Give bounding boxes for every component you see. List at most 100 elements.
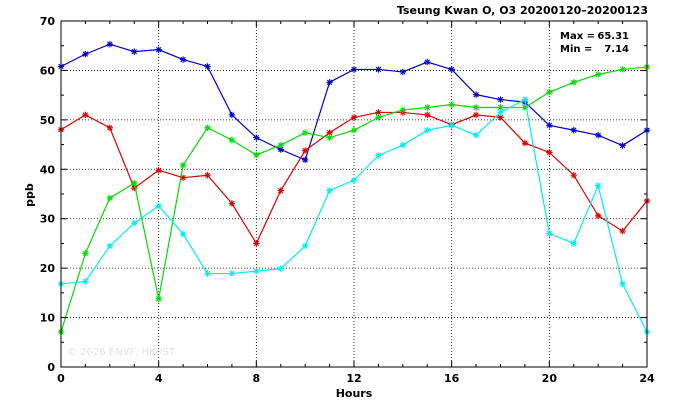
data-point (448, 101, 455, 108)
data-point (350, 176, 358, 184)
data-point (106, 242, 114, 250)
data-point (619, 66, 626, 73)
data-point (399, 68, 407, 76)
data-point (106, 41, 114, 48)
x-tick-label: 12 (346, 372, 361, 385)
series-3 (57, 96, 651, 336)
data-point (375, 109, 382, 116)
stats-box: Max = 65.31 Min = 7.14 (560, 31, 629, 55)
data-point (375, 66, 382, 73)
data-point (546, 149, 553, 156)
data-point (228, 136, 236, 144)
data-point (546, 88, 553, 96)
data-point (570, 172, 577, 179)
data-point (204, 270, 211, 277)
x-tick-label: 16 (444, 372, 460, 385)
data-point (131, 48, 138, 55)
data-point (570, 127, 577, 134)
data-point (472, 104, 480, 111)
data-point (472, 91, 480, 98)
data-point (106, 194, 114, 202)
data-point (570, 79, 577, 86)
data-point (106, 124, 114, 131)
data-point (326, 134, 333, 141)
watermark: © 2026 ENVF, HKUST (67, 347, 176, 358)
series-0 (57, 41, 651, 164)
y-tick-label: 40 (40, 163, 56, 176)
chart-title: Tseung Kwan O, O3 20200120–20200123 (397, 4, 648, 17)
data-point (375, 114, 382, 121)
y-tick-label: 20 (40, 262, 56, 275)
data-point (228, 200, 236, 207)
data-point (204, 124, 211, 131)
y-tick-label: 10 (40, 312, 56, 325)
data-point (179, 56, 187, 63)
data-point (546, 230, 553, 237)
data-point (131, 219, 138, 227)
x-tick-label: 24 (639, 372, 655, 385)
y-tick-label: 50 (40, 114, 56, 127)
data-point (155, 167, 162, 174)
grid-lines (61, 21, 647, 367)
data-point (179, 162, 187, 169)
data-point (228, 111, 236, 119)
data-point (301, 156, 309, 164)
data-point (619, 227, 626, 235)
data-point (424, 111, 431, 119)
y-axis-label: ppb (23, 183, 36, 207)
data-point (399, 141, 407, 149)
data-point (619, 280, 626, 288)
x-tick-label: 20 (542, 372, 558, 385)
data-point (82, 50, 89, 58)
series-1 (57, 109, 651, 247)
data-point (424, 127, 431, 134)
data-point (277, 146, 284, 153)
data-point (179, 230, 187, 238)
x-tick-label: 8 (253, 372, 261, 385)
data-point (497, 104, 504, 111)
data-point (301, 147, 309, 154)
data-point (155, 202, 162, 210)
data-point (497, 114, 504, 121)
data-point (253, 134, 260, 141)
data-point (546, 122, 553, 129)
x-tick-label: 0 (57, 372, 65, 385)
data-point (277, 265, 284, 272)
data-point (594, 212, 602, 219)
data-point (82, 278, 89, 285)
data-point (301, 242, 309, 250)
data-point (399, 106, 407, 114)
max-label: Max = (560, 31, 595, 42)
data-point (424, 58, 431, 66)
max-value: 65.31 (597, 31, 629, 42)
data-point (472, 111, 480, 119)
data-point (82, 111, 89, 119)
data-point (619, 142, 626, 149)
data-point (326, 187, 333, 194)
data-point (521, 96, 529, 103)
x-axis-label: Hours (336, 387, 373, 400)
data-point (82, 250, 89, 257)
data-point (277, 141, 284, 149)
data-point (253, 151, 260, 159)
min-value: 7.14 (604, 44, 629, 55)
y-tick-label: 60 (40, 64, 56, 77)
y-tick-label: 0 (47, 361, 55, 374)
axis-ticks: 0 4 8 12 16 20 24 0 10 20 30 40 50 60 70 (40, 15, 655, 385)
data-point (228, 270, 236, 277)
data-point (424, 104, 431, 111)
data-point (155, 46, 162, 53)
y-tick-label: 30 (40, 213, 56, 226)
data-point (594, 71, 602, 78)
data-point (448, 66, 455, 73)
data-point (277, 187, 284, 194)
series-2 (57, 63, 651, 336)
series-lines (57, 41, 651, 336)
data-point (472, 131, 480, 139)
series-line (60, 66, 648, 333)
min-label: Min = (560, 44, 592, 55)
data-point (375, 152, 382, 159)
data-point (253, 240, 260, 247)
data-point (253, 267, 260, 275)
